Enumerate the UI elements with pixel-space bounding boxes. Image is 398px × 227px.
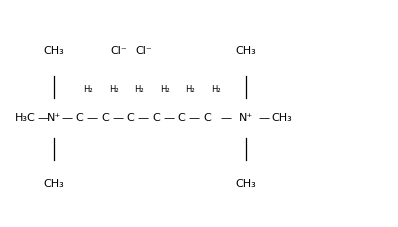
Text: C: C [203, 113, 211, 123]
Text: H₂: H₂ [134, 85, 144, 94]
Text: CH₃: CH₃ [43, 47, 64, 57]
Text: C: C [152, 113, 160, 123]
Text: H₃C: H₃C [15, 113, 35, 123]
Text: —: — [163, 113, 174, 123]
Text: —: — [86, 113, 98, 123]
Text: H₂: H₂ [211, 85, 220, 94]
Text: H₂: H₂ [83, 85, 93, 94]
Text: N⁺: N⁺ [239, 113, 253, 123]
Text: H₂: H₂ [109, 85, 118, 94]
Text: CH₃: CH₃ [236, 47, 256, 57]
Text: —: — [189, 113, 200, 123]
Text: N⁺: N⁺ [47, 113, 61, 123]
Text: Cl⁻: Cl⁻ [136, 47, 152, 57]
Text: Cl⁻: Cl⁻ [110, 47, 127, 57]
Text: H₂: H₂ [185, 85, 195, 94]
Text: C: C [76, 113, 83, 123]
Text: —: — [221, 113, 232, 123]
Text: C: C [101, 113, 109, 123]
Text: C: C [178, 113, 185, 123]
Text: —: — [61, 113, 72, 123]
Text: —: — [258, 113, 269, 123]
Text: H₂: H₂ [160, 85, 169, 94]
Text: —: — [138, 113, 148, 123]
Text: CH₃: CH₃ [236, 179, 256, 189]
Text: CH₃: CH₃ [43, 179, 64, 189]
Text: C: C [127, 113, 134, 123]
Text: —: — [112, 113, 123, 123]
Text: —: — [37, 113, 49, 123]
Text: CH₃: CH₃ [271, 113, 292, 123]
